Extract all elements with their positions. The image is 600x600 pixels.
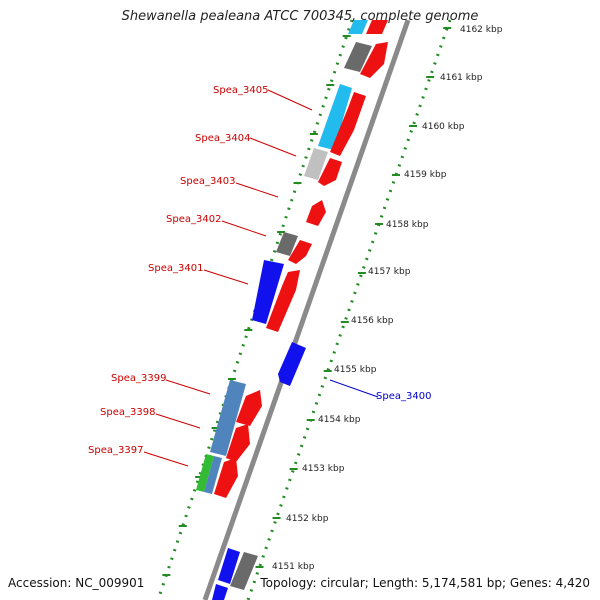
- gene-spea-3404[interactable]: [304, 148, 328, 180]
- tick-label: 4159 kbp: [404, 170, 447, 180]
- tick-label: 4161 kbp: [440, 73, 483, 83]
- tick-label: 4153 kbp: [302, 464, 345, 474]
- gene-spea-3399[interactable]: [210, 380, 246, 456]
- gene-label[interactable]: Spea_3402: [166, 214, 221, 225]
- gene-spea-3397[interactable]: [196, 454, 214, 492]
- gene-blue[interactable]: [218, 548, 240, 584]
- gene-gray[interactable]: [344, 42, 372, 72]
- gene-labels: Spea_3405 Spea_3404 Spea_3403 Spea_3402 …: [88, 85, 431, 456]
- tick-label: 4157 kbp: [368, 267, 411, 277]
- gene-spea-3401[interactable]: [252, 260, 284, 324]
- gene-label[interactable]: Spea_3404: [195, 133, 250, 144]
- tick-label: 4151 kbp: [272, 562, 315, 572]
- gene-features: [196, 20, 388, 600]
- gene-label[interactable]: Spea_3399: [111, 373, 166, 384]
- gene-spea-3405[interactable]: [318, 84, 352, 150]
- tick-labels: 4162 kbp 4161 kbp 4160 kbp 4159 kbp 4158…: [272, 25, 503, 572]
- tick-marks: [162, 27, 452, 576]
- gene-arrow-forward[interactable]: [330, 92, 366, 156]
- gene-spea-3402[interactable]: [276, 232, 298, 256]
- gene-arrow-forward[interactable]: [366, 20, 388, 34]
- tick-label: 4155 kbp: [334, 365, 377, 375]
- tick-dotted-ring: [246, 19, 452, 600]
- accession-text: Accession: NC_009901: [8, 576, 145, 590]
- gene-steelblue[interactable]: [204, 456, 222, 494]
- tick-label: 4160 kbp: [422, 122, 465, 132]
- gene-arrow-forward[interactable]: [214, 458, 238, 498]
- genome-backbone: [202, 19, 411, 600]
- tick-label: 4154 kbp: [318, 415, 361, 425]
- genome-summary-text: Topology: circular; Length: 5,174,581 bp…: [260, 576, 590, 590]
- tick-label: 4152 kbp: [286, 514, 329, 524]
- gene-label[interactable]: Spea_3403: [180, 176, 235, 187]
- tick-label: 4156 kbp: [351, 316, 394, 326]
- gene-label[interactable]: Spea_3398: [100, 407, 155, 418]
- gene-arrow-skyblue[interactable]: [348, 20, 368, 34]
- gene-arrow-forward[interactable]: [236, 390, 262, 426]
- gene-spea-3403[interactable]: [306, 200, 326, 226]
- gene-arrow-forward[interactable]: [360, 42, 388, 78]
- gene-gray[interactable]: [230, 552, 258, 590]
- gene-spea-3398[interactable]: [226, 424, 250, 462]
- gene-label[interactable]: Spea_3401: [148, 263, 203, 274]
- page-title: Shewanella pealeana ATCC 700345, complet…: [121, 9, 479, 24]
- gene-arrow-forward[interactable]: [266, 270, 300, 332]
- tick-label: 4158 kbp: [386, 220, 429, 230]
- gene-label[interactable]: Spea_3405: [213, 85, 268, 96]
- gene-blue[interactable]: [212, 584, 228, 600]
- gene-spea-3400[interactable]: [278, 342, 306, 386]
- gene-label[interactable]: Spea_3400: [376, 391, 431, 402]
- gene-leader-lines: [143, 89, 379, 467]
- gene-label[interactable]: Spea_3397: [88, 445, 143, 456]
- gene-arrow-forward[interactable]: [318, 158, 342, 186]
- tick-label: 4162 kbp: [460, 25, 503, 35]
- gene-arrow-forward[interactable]: [288, 240, 312, 264]
